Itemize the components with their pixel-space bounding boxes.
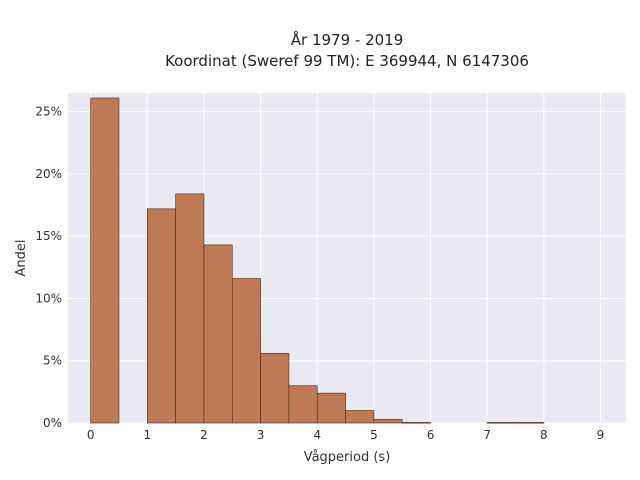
histogram-bar [175, 193, 205, 424]
chart-title: År 1979 - 2019 [291, 30, 404, 49]
y-tick-label: 20% [35, 167, 62, 181]
y-tick-label: 15% [35, 229, 62, 243]
y-tick-label: 25% [35, 105, 62, 119]
x-tick-label: 4 [313, 428, 321, 442]
histogram-bar [288, 385, 318, 424]
y-tick-label: 10% [35, 291, 62, 305]
histogram-bar [231, 278, 261, 424]
histogram-bar [316, 392, 346, 424]
y-tick-label: 0% [43, 416, 62, 430]
x-axis-label: Vågperiod (s) [304, 450, 391, 465]
chart-subtitle: Koordinat (Sweref 99 TM): E 369944, N 61… [165, 52, 529, 70]
y-axis-label: Andel [14, 240, 29, 277]
x-tick-label: 5 [370, 428, 378, 442]
y-tick-label: 5% [43, 354, 62, 368]
histogram-bar [345, 410, 375, 424]
histogram-bar [203, 244, 233, 424]
histogram-bar [486, 422, 516, 424]
x-tick-label: 1 [143, 428, 151, 442]
y-tick-labels: 0% 5% 10% 15% 20% 25% [35, 105, 62, 430]
x-tick-label: 0 [87, 428, 95, 442]
histogram-bar [90, 97, 120, 424]
x-tick-label: 6 [427, 428, 435, 442]
x-tick-label: 2 [200, 428, 208, 442]
histogram-bar [147, 208, 176, 424]
x-tick-label: 3 [257, 428, 265, 442]
x-tick-label: 8 [540, 428, 548, 442]
histogram-bar [515, 422, 545, 424]
x-tick-label: 9 [597, 428, 605, 442]
histogram-bar [401, 422, 431, 424]
histogram-bar [260, 352, 290, 424]
histogram-bar [373, 418, 403, 424]
x-tick-labels: 0 1 2 3 4 5 6 7 8 9 [87, 428, 604, 442]
bars [90, 97, 545, 424]
x-tick-label: 7 [483, 428, 491, 442]
